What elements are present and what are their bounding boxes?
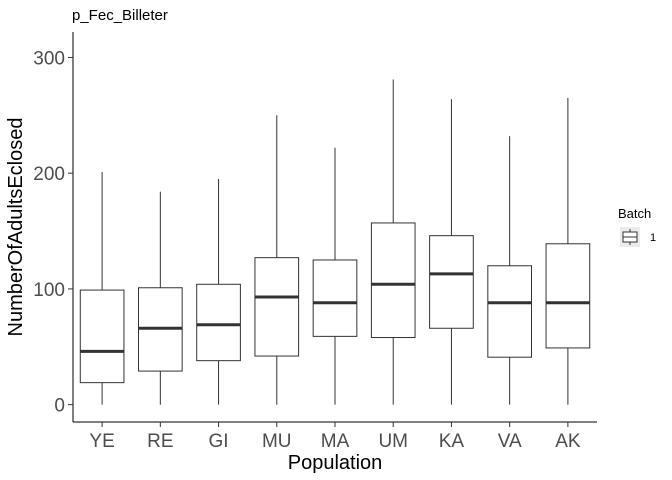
- x-tick-label: KA: [439, 431, 465, 452]
- box-re: [138, 191, 183, 405]
- box-ye: [79, 172, 125, 405]
- box-iqr: [545, 243, 591, 349]
- y-tick-label: 0: [54, 396, 65, 417]
- chart-title: p_Fec_Billeter: [72, 7, 168, 24]
- box-mu: [254, 115, 300, 405]
- x-tick-label: RE: [147, 431, 173, 452]
- y-axis-title: NumberOfAdultsEclosed: [5, 118, 27, 337]
- box-va: [487, 136, 533, 405]
- x-tick-label: GI: [209, 431, 229, 452]
- box-iqr: [312, 259, 358, 337]
- legend: Batch 1: [618, 206, 656, 247]
- box-iqr: [254, 257, 300, 357]
- x-tick-label: VA: [498, 431, 522, 452]
- box-iqr: [196, 283, 241, 362]
- box-iqr: [79, 289, 125, 384]
- box-iqr: [487, 265, 533, 358]
- x-tick-label: UM: [378, 431, 408, 452]
- box-ka: [429, 99, 474, 405]
- x-tick-label: MA: [321, 431, 350, 452]
- box-gi: [196, 178, 241, 405]
- x-tick-label: YE: [89, 431, 114, 452]
- y-tick-label: 100: [33, 280, 65, 301]
- y-tick-label: 300: [33, 48, 65, 69]
- box-um: [370, 79, 416, 405]
- box-iqr: [429, 235, 474, 329]
- y-tick-label: 200: [33, 164, 65, 185]
- legend-entry-label: 1: [650, 232, 656, 244]
- box-ak: [545, 97, 591, 405]
- x-tick-label: AK: [555, 431, 581, 452]
- box-iqr: [370, 222, 416, 339]
- x-axis-title: Population: [288, 452, 383, 474]
- x-tick-label: MU: [262, 431, 292, 452]
- legend-title: Batch: [618, 206, 651, 221]
- plot-area: 0 100 200 300 YE RE GI MU MA UM KA VA AK Population Nu…: [5, 32, 597, 474]
- box-ma: [312, 147, 358, 405]
